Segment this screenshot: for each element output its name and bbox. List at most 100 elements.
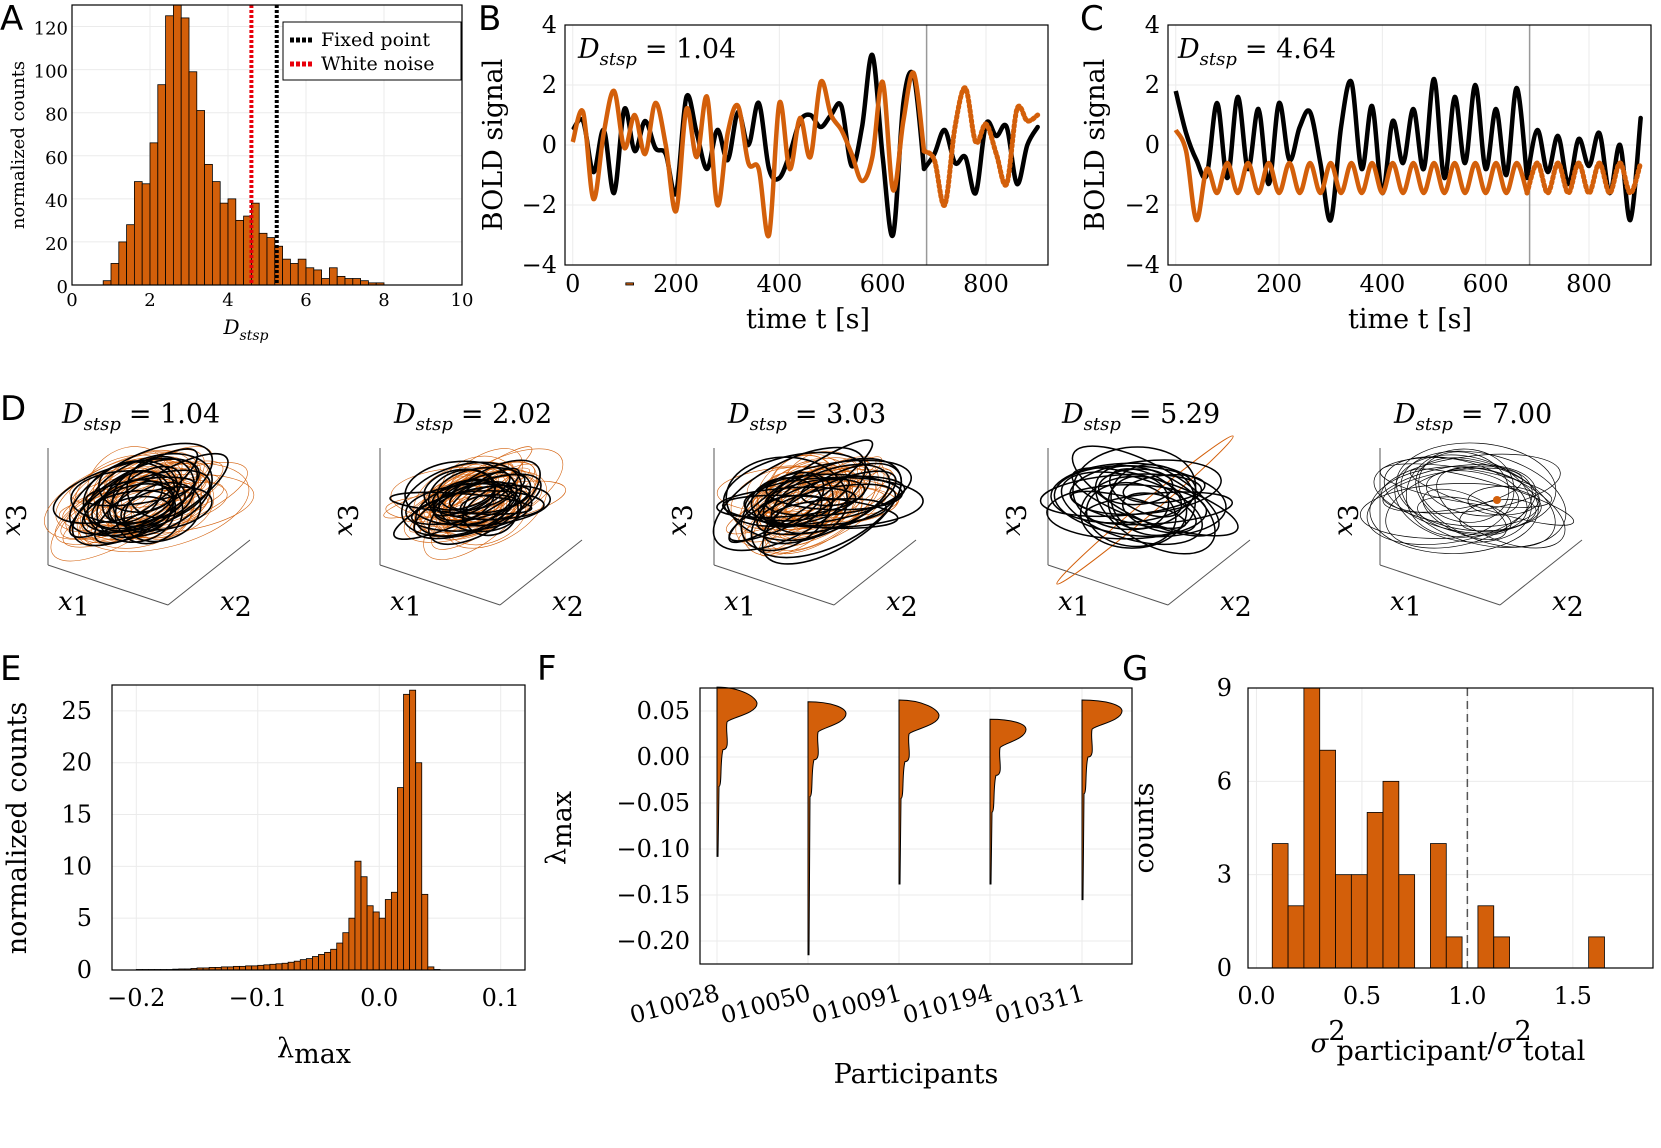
bar [102, 280, 112, 286]
symbol: x [329, 521, 359, 536]
axis-label-x1: x1 [724, 587, 756, 623]
y-tick-label: 2 [1145, 71, 1160, 99]
bar [390, 891, 398, 971]
panel-label-e: E [0, 649, 21, 689]
y-axis-label: BOLD signal [1080, 59, 1111, 232]
x-tick-label: 0.0 [360, 984, 398, 1012]
series-line-forecast [1524, 160, 1644, 196]
trajectory-loop [93, 452, 229, 544]
bar [625, 282, 634, 286]
x-tick-label: 0.0 [1237, 982, 1275, 1010]
value: = 2.02 [461, 399, 552, 430]
histogram-variance-ratio: 0.0 0.5 1.0 1.5 0 3 6 9 counts σ2 participant/σ… [1129, 674, 1654, 1067]
x-tick-label: −0.1 [229, 984, 287, 1012]
axis-label-x2: x2 [220, 587, 252, 623]
grid [112, 685, 525, 971]
x-tick-label: −0.2 [107, 984, 165, 1012]
y-tick-label: −0.20 [616, 927, 690, 955]
y-tick-label: −2 [522, 191, 557, 219]
x-tick-label: 200 [1256, 270, 1302, 298]
y-tick-label: −0.05 [616, 789, 690, 817]
trajectory-loop [712, 446, 867, 552]
bar [342, 932, 350, 971]
subscript: 2 [1235, 592, 1252, 623]
trajectory-loop [770, 498, 888, 527]
bar [297, 258, 307, 286]
subscript: 2 [567, 592, 584, 623]
axis-label-x3: x3 [0, 504, 33, 536]
axis-label-x3: x3 [329, 504, 365, 536]
y-tick-label: −4 [522, 251, 557, 279]
bar [352, 278, 361, 286]
x-tick-label: 0.1 [482, 984, 520, 1012]
bar [126, 224, 135, 286]
x-axis-label: Participants [834, 1059, 999, 1090]
trajectory-loop [1094, 465, 1216, 555]
trajectory-loop [716, 466, 867, 513]
bar [1271, 843, 1289, 969]
symbol: x [390, 587, 405, 617]
bar [348, 917, 356, 971]
symbol: D [1393, 399, 1416, 430]
y-tick-labels: −4 −2 0 2 4 [522, 11, 557, 279]
subscript: 1 [1405, 592, 1422, 623]
series-lines [570, 25, 1041, 265]
trajectory-loop [383, 467, 531, 519]
subscript: stsp [416, 414, 454, 435]
trajectory-loop [728, 439, 874, 544]
series-line [1173, 128, 1530, 223]
bar [1319, 749, 1336, 969]
y-tick-label: 25 [61, 697, 92, 725]
bar [324, 951, 332, 971]
y-tick-label: 0 [77, 956, 92, 984]
y-tick-labels: 0 5 10 15 20 25 [61, 697, 92, 984]
axis-label-x3: x3 [997, 504, 1033, 536]
trajectory-loop [1107, 475, 1170, 530]
trajectory-loop [120, 486, 213, 531]
bar [397, 787, 404, 971]
trajectory-loop [1373, 457, 1541, 527]
y-tick-label: 10 [61, 852, 92, 880]
x-tick-label: 2 [144, 290, 155, 311]
panel-label-c: C [1080, 0, 1104, 39]
bar [1430, 843, 1447, 969]
subscript: 2 [901, 592, 918, 623]
y-tick-label: −0.15 [616, 881, 690, 909]
bar [165, 15, 174, 286]
bar [384, 899, 392, 971]
bar [219, 202, 229, 286]
subscript: stsp [750, 414, 788, 435]
bar [1493, 936, 1510, 969]
bar [328, 267, 338, 286]
symbol: x [1552, 587, 1567, 617]
bar [403, 693, 411, 971]
violin [989, 718, 1027, 885]
x-tick-label: 600 [860, 270, 906, 298]
x-tick-label: 400 [756, 270, 802, 298]
bar [180, 17, 190, 286]
legend-markers [290, 37, 314, 67]
bar [293, 960, 301, 971]
trajectory-loop [1425, 470, 1520, 517]
x-axis-label: Dstsp [222, 315, 268, 344]
bar [318, 954, 325, 971]
annotation: Dstsp = 4.64 [1177, 34, 1336, 70]
legend-entry-white-noise: White noise [321, 53, 435, 75]
plot-frame [1167, 24, 1652, 266]
axis-label-x1: x1 [58, 587, 90, 623]
state-space-title: Dstsp = 5.29 [1061, 399, 1220, 435]
trajectory-loop [409, 446, 533, 533]
subscript: 1 [739, 592, 756, 623]
y-tick-label: 0 [1145, 131, 1160, 159]
plot-frame [1247, 687, 1654, 969]
value: = 1.04 [129, 399, 220, 430]
trajectory-loop [1359, 483, 1542, 539]
axis-line [1167, 539, 1251, 606]
subscript: 3 [334, 504, 365, 521]
bar [1477, 905, 1495, 969]
violins [716, 686, 1123, 956]
